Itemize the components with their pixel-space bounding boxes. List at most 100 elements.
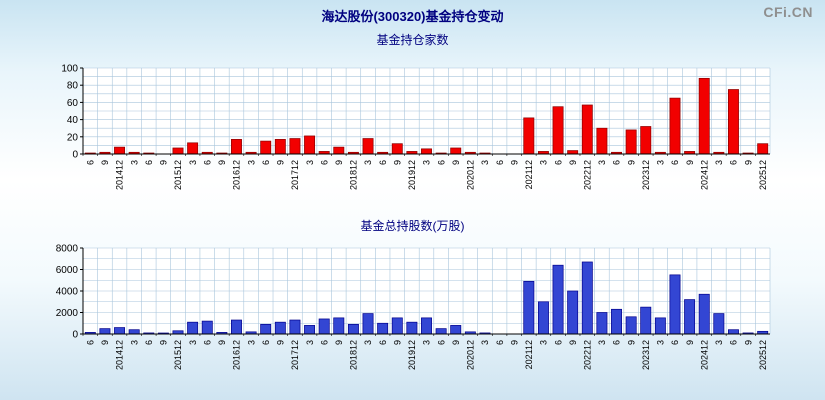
svg-text:202012: 202012 [466,340,476,370]
svg-text:9: 9 [626,160,636,165]
svg-text:3: 3 [188,160,198,165]
svg-text:6: 6 [436,160,446,165]
svg-text:6: 6 [378,340,388,345]
svg-text:201812: 201812 [349,340,359,370]
svg-text:6: 6 [553,160,563,165]
svg-text:3: 3 [422,340,432,345]
svg-text:9: 9 [100,160,110,165]
svg-text:6: 6 [144,340,154,345]
svg-text:3: 3 [656,340,666,345]
svg-text:202212: 202212 [582,160,592,190]
svg-text:201412: 201412 [115,160,125,190]
svg-text:6000: 6000 [56,265,79,276]
svg-text:3: 3 [480,340,490,345]
svg-text:6: 6 [144,160,154,165]
svg-text:201512: 201512 [173,340,183,370]
svg-text:201812: 201812 [349,160,359,190]
svg-text:3: 3 [363,340,373,345]
page-title: 海达股份(300320)基金持仓变动 [321,9,504,24]
svg-text:201912: 201912 [407,160,417,190]
svg-text:6: 6 [612,340,622,345]
svg-text:201612: 201612 [232,340,242,370]
svg-text:6: 6 [612,160,622,165]
svg-text:100: 100 [61,64,78,75]
svg-text:40: 40 [67,115,79,126]
svg-text:6: 6 [729,160,739,165]
svg-text:6: 6 [202,340,212,345]
svg-text:9: 9 [217,160,227,165]
svg-text:60: 60 [67,98,79,109]
svg-text:202212: 202212 [582,340,592,370]
svg-text:202412: 202412 [699,340,709,370]
svg-text:201712: 201712 [290,340,300,370]
svg-text:80: 80 [67,81,79,92]
svg-text:9: 9 [334,160,344,165]
svg-text:9: 9 [217,340,227,345]
svg-text:9: 9 [159,340,169,345]
svg-text:202112: 202112 [524,160,534,189]
svg-text:3: 3 [539,160,549,165]
cfi-logo: CFi.CN [763,4,813,20]
svg-text:3: 3 [246,340,256,345]
svg-text:3: 3 [597,160,607,165]
svg-text:201412: 201412 [115,340,125,370]
svg-text:6: 6 [729,340,739,345]
svg-text:201712: 201712 [290,160,300,190]
svg-text:6: 6 [86,340,96,345]
svg-text:201512: 201512 [173,160,183,190]
svg-text:9: 9 [451,160,461,165]
svg-text:6: 6 [670,160,680,165]
svg-text:9: 9 [568,340,578,345]
svg-text:9: 9 [334,340,344,345]
svg-text:202512: 202512 [758,160,768,190]
svg-text:6: 6 [202,160,212,165]
svg-text:3: 3 [714,160,724,165]
svg-text:202312: 202312 [641,340,651,370]
svg-text:3: 3 [363,160,373,165]
svg-text:9: 9 [392,160,402,165]
svg-text:9: 9 [509,160,519,165]
svg-text:9: 9 [100,340,110,345]
svg-text:4000: 4000 [56,287,79,298]
svg-text:9: 9 [159,160,169,165]
svg-text:202512: 202512 [758,340,768,370]
svg-text:9: 9 [568,160,578,165]
svg-text:6: 6 [436,340,446,345]
svg-text:9: 9 [743,340,753,345]
svg-text:3: 3 [422,160,432,165]
svg-text:9: 9 [509,340,519,345]
svg-text:202412: 202412 [699,160,709,190]
svg-text:2000: 2000 [56,308,79,319]
fund-count-chart-title: 基金持仓家数 [376,33,449,47]
svg-text:8000: 8000 [56,244,79,255]
svg-text:0: 0 [72,150,78,161]
svg-text:3: 3 [597,340,607,345]
svg-text:3: 3 [129,160,139,165]
svg-text:6: 6 [378,160,388,165]
svg-text:3: 3 [246,160,256,165]
svg-text:3: 3 [188,340,198,345]
svg-text:6: 6 [495,340,505,345]
svg-text:9: 9 [276,160,286,165]
svg-text:201612: 201612 [232,160,242,190]
svg-text:3: 3 [714,340,724,345]
svg-text:0: 0 [72,330,78,341]
svg-text:9: 9 [392,340,402,345]
svg-text:9: 9 [276,340,286,345]
svg-text:6: 6 [86,160,96,165]
svg-text:9: 9 [685,340,695,345]
svg-text:3: 3 [129,340,139,345]
svg-text:9: 9 [743,160,753,165]
svg-text:6: 6 [670,340,680,345]
svg-text:9: 9 [685,160,695,165]
svg-text:202112: 202112 [524,340,534,369]
svg-text:3: 3 [305,160,315,165]
svg-text:6: 6 [261,340,271,345]
fund-shares-chart-title: 基金总持股数(万股) [360,219,465,233]
svg-text:20: 20 [67,132,79,143]
svg-text:201912: 201912 [407,340,417,370]
svg-text:202012: 202012 [466,160,476,190]
svg-text:6: 6 [319,160,329,165]
